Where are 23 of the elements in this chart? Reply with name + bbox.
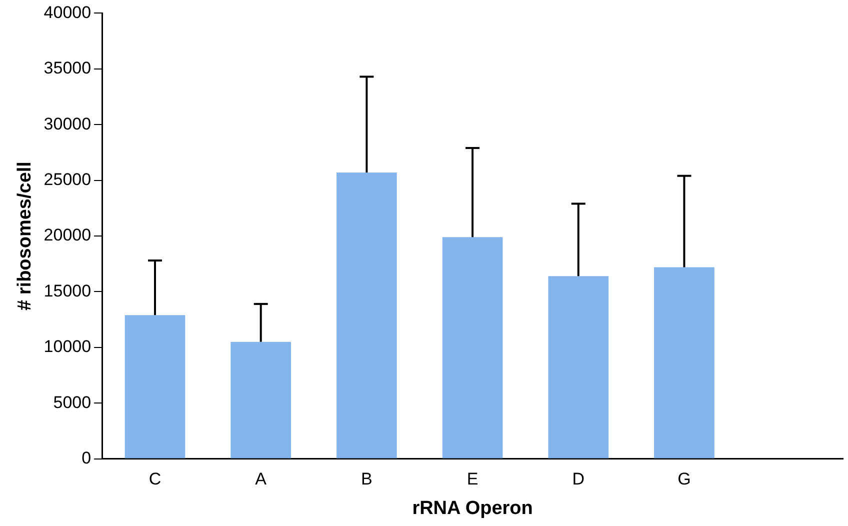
y-axis-title: # ribosomes/cell bbox=[14, 162, 36, 310]
y-tick-label: 40000 bbox=[44, 2, 92, 22]
x-tick-label: G bbox=[678, 470, 691, 489]
x-tick-label: A bbox=[255, 470, 268, 489]
x-tick-label: C bbox=[148, 470, 162, 489]
y-tick-label: 0 bbox=[82, 448, 92, 468]
y-tick-label: 5000 bbox=[53, 392, 92, 412]
bar bbox=[230, 342, 292, 458]
bar bbox=[336, 172, 397, 458]
bar bbox=[124, 315, 186, 458]
x-tick-label: E bbox=[466, 470, 478, 489]
y-tick-label: 10000 bbox=[44, 337, 92, 356]
y-tick-label: 15000 bbox=[44, 281, 92, 300]
y-tick-label: 25000 bbox=[44, 170, 92, 189]
y-tick-label: 20000 bbox=[44, 226, 92, 245]
y-tick-label: 30000 bbox=[44, 114, 92, 134]
y-tick-label: 35000 bbox=[44, 58, 92, 78]
bar bbox=[654, 267, 714, 458]
x-tick-label: B bbox=[361, 470, 372, 489]
x-tick-label: D bbox=[572, 470, 585, 489]
bar bbox=[548, 276, 609, 458]
x-axis-title: rRNA Operon bbox=[412, 498, 533, 519]
bar bbox=[442, 237, 503, 458]
